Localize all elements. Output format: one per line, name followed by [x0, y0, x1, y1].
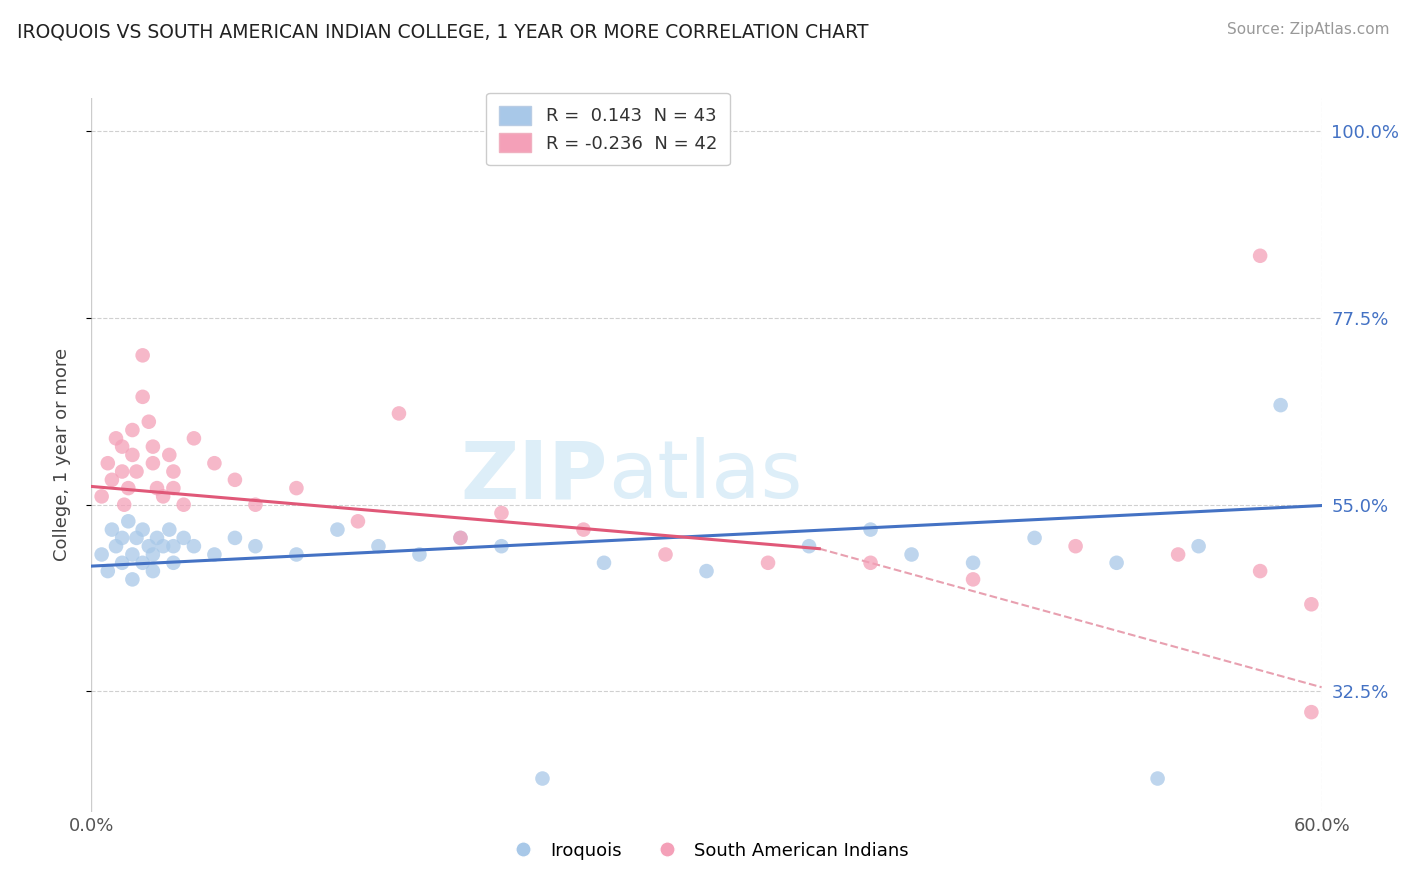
Text: atlas: atlas	[607, 437, 803, 516]
Point	[162, 465, 184, 479]
Text: ZIP: ZIP	[461, 437, 607, 516]
Point	[111, 440, 134, 454]
Point	[491, 506, 513, 520]
Point	[491, 539, 513, 553]
Point	[1064, 539, 1087, 553]
Point	[97, 456, 120, 470]
Point	[111, 531, 134, 545]
Point	[285, 481, 308, 495]
Point	[90, 490, 112, 504]
Point	[162, 481, 184, 495]
Point	[797, 539, 820, 553]
Point	[408, 548, 430, 562]
Point	[695, 564, 717, 578]
Point	[245, 539, 267, 553]
Point	[121, 573, 143, 587]
Point	[142, 548, 165, 562]
Point	[756, 556, 779, 570]
Point	[449, 531, 471, 545]
Point	[121, 448, 143, 462]
Point	[111, 556, 134, 570]
Point	[131, 556, 153, 570]
Point	[131, 348, 153, 362]
Point	[152, 490, 174, 504]
Point	[142, 456, 165, 470]
Point	[859, 523, 882, 537]
Point	[449, 531, 471, 545]
Point	[388, 406, 411, 420]
Point	[173, 498, 195, 512]
Point	[138, 539, 160, 553]
Point	[367, 539, 389, 553]
Point	[572, 523, 595, 537]
Point	[90, 548, 112, 562]
Point	[1146, 772, 1168, 786]
Point	[1301, 705, 1323, 719]
Point	[245, 498, 267, 512]
Text: Source: ZipAtlas.com: Source: ZipAtlas.com	[1226, 22, 1389, 37]
Point	[117, 481, 139, 495]
Point	[1270, 398, 1292, 412]
Point	[326, 523, 349, 537]
Legend: Iroquois, South American Indians: Iroquois, South American Indians	[498, 835, 915, 867]
Point	[138, 415, 160, 429]
Point	[105, 539, 127, 553]
Point	[1167, 548, 1189, 562]
Point	[121, 423, 143, 437]
Text: IROQUOIS VS SOUTH AMERICAN INDIAN COLLEGE, 1 YEAR OR MORE CORRELATION CHART: IROQUOIS VS SOUTH AMERICAN INDIAN COLLEG…	[17, 22, 869, 41]
Point	[224, 473, 246, 487]
Y-axis label: College, 1 year or more: College, 1 year or more	[52, 349, 70, 561]
Point	[285, 548, 308, 562]
Point	[962, 556, 984, 570]
Point	[125, 465, 148, 479]
Point	[183, 431, 205, 445]
Point	[162, 556, 184, 570]
Point	[654, 548, 676, 562]
Point	[121, 548, 143, 562]
Point	[131, 390, 153, 404]
Point	[173, 531, 195, 545]
Point	[105, 431, 127, 445]
Point	[202, 548, 225, 562]
Point	[101, 523, 124, 537]
Point	[146, 531, 169, 545]
Point	[1301, 597, 1323, 611]
Point	[97, 564, 120, 578]
Point	[117, 514, 139, 528]
Point	[962, 573, 984, 587]
Point	[593, 556, 616, 570]
Point	[157, 523, 180, 537]
Point	[202, 456, 225, 470]
Point	[859, 556, 882, 570]
Point	[111, 465, 134, 479]
Point	[142, 440, 165, 454]
Point	[1187, 539, 1209, 553]
Point	[142, 564, 165, 578]
Point	[1105, 556, 1128, 570]
Point	[224, 531, 246, 545]
Point	[112, 498, 135, 512]
Point	[183, 539, 205, 553]
Point	[125, 531, 148, 545]
Point	[162, 539, 184, 553]
Point	[157, 448, 180, 462]
Point	[146, 481, 169, 495]
Point	[1249, 564, 1271, 578]
Point	[101, 473, 124, 487]
Point	[1249, 249, 1271, 263]
Point	[347, 514, 370, 528]
Point	[152, 539, 174, 553]
Point	[531, 772, 554, 786]
Point	[900, 548, 922, 562]
Point	[1024, 531, 1046, 545]
Point	[131, 523, 153, 537]
